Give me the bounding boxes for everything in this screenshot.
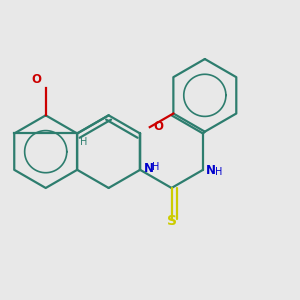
Text: H: H [80, 137, 88, 148]
Text: S: S [167, 214, 177, 227]
Text: N: N [143, 162, 153, 175]
Text: O: O [154, 120, 164, 133]
Text: O: O [32, 74, 42, 86]
Text: H: H [214, 167, 222, 178]
Text: H: H [152, 162, 159, 172]
Text: N: N [206, 164, 216, 177]
